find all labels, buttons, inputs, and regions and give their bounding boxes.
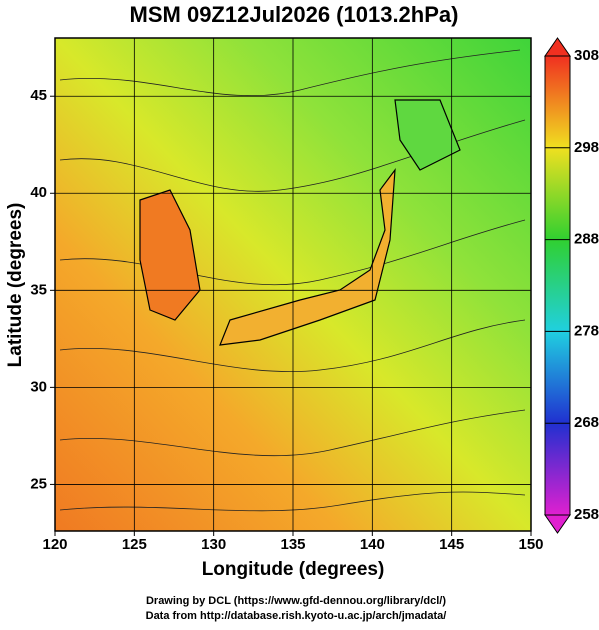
- y-tick-label: 40: [30, 184, 47, 201]
- colorbar-tick-label: 278: [574, 322, 599, 339]
- colorbar-tick-label: 298: [574, 139, 599, 156]
- x-tick-label: 145: [439, 536, 464, 553]
- x-tick-label: 135: [280, 536, 305, 553]
- y-tick-label: 45: [30, 87, 47, 104]
- x-axis-label: Longitude (degrees): [202, 559, 385, 580]
- colorbar-tick-label: 258: [574, 506, 599, 523]
- y-tick-label: 30: [30, 378, 47, 395]
- x-tick-label: 120: [42, 536, 67, 553]
- colorbar-tick-label: 308: [574, 47, 599, 64]
- x-tick-label: 130: [201, 536, 226, 553]
- colorbar-min-arrow: [544, 514, 571, 534]
- y-tick-label: 35: [30, 281, 47, 298]
- y-tick-label: 25: [30, 475, 47, 492]
- coastlines: [139, 99, 461, 346]
- y-axis-label: Latitude (degrees): [5, 203, 26, 368]
- footer-line: Drawing by DCL (https://www.gfd-dennou.o…: [146, 595, 446, 607]
- colorbar-tick-label: 288: [574, 231, 599, 248]
- colorbar: [544, 55, 571, 516]
- x-tick-label: 140: [360, 536, 385, 553]
- footer-line: Data from http://database.rish.kyoto-u.a…: [146, 610, 447, 622]
- colorbar-max-arrow: [544, 37, 571, 57]
- x-tick-label: 150: [518, 536, 543, 553]
- x-tick-label: 125: [122, 536, 147, 553]
- map-title: MSM 09Z12Jul2026 (1013.2hPa): [130, 2, 459, 27]
- streamlines: [59, 49, 526, 512]
- colorbar-tick-label: 268: [574, 414, 599, 431]
